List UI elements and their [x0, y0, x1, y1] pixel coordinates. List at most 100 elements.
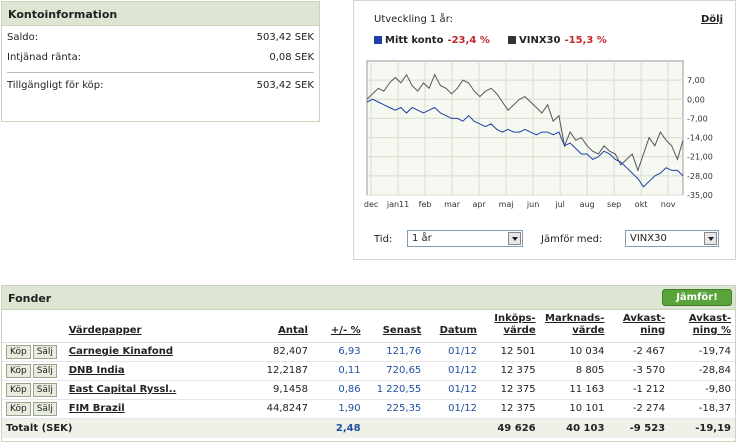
col-pct[interactable]: +/- %	[311, 310, 365, 343]
compare-select-value: VINX30	[630, 233, 667, 244]
cell-avkpct: -19,74	[669, 342, 735, 362]
total-inkop: 49 626	[480, 418, 540, 438]
available-value: 503,42 SEK	[256, 80, 314, 91]
x-tick-label: jun	[526, 200, 539, 209]
y-tick-label: -28,00	[687, 172, 713, 181]
cell-antal: 44,8247	[262, 399, 312, 419]
sell-button[interactable]: Sälj	[32, 363, 57, 378]
col-antal[interactable]: Antal	[262, 310, 312, 343]
cell-pct: 6,93	[311, 342, 365, 362]
buy-button[interactable]: Köp	[6, 382, 31, 397]
sell-button[interactable]: Sälj	[32, 401, 57, 416]
legend-swatch	[508, 36, 516, 44]
fund-name-link[interactable]: East Capital Ryssl..	[68, 384, 177, 395]
cell-marknad: 10 034	[539, 342, 609, 362]
cell-antal: 9,1458	[262, 380, 312, 400]
x-tick-label: maj	[499, 200, 514, 209]
legend-pct: -15,3 %	[564, 35, 607, 46]
row-actions: Köp Sälj	[2, 380, 65, 400]
compare-button[interactable]: Jämför!	[662, 289, 732, 306]
plot-area	[366, 60, 684, 196]
y-tick-label: 0,00	[687, 95, 705, 104]
col-avk[interactable]: Avkast-ning	[608, 310, 670, 343]
compare-select[interactable]: VINX30	[625, 230, 719, 247]
y-tick-label: -14,00	[687, 134, 713, 143]
legend-item-mitt-konto: Mitt konto -23,4 %	[374, 35, 490, 46]
x-tick-label: jan11	[386, 200, 409, 209]
row-actions: Köp Sälj	[2, 399, 65, 419]
cell-datum: 01/12	[425, 361, 481, 381]
legend-item-vinx30: VINX30 -15,3 %	[508, 35, 607, 46]
fund-name-link[interactable]: DNB India	[68, 365, 125, 376]
interest-row: Intjänad ränta: 0,08 SEK	[7, 52, 314, 66]
cell-pct: 1,90	[311, 399, 365, 419]
balance-label: Saldo:	[7, 32, 39, 43]
balance-row: Saldo: 503,42 SEK	[7, 32, 314, 46]
x-tick-label: nov	[661, 200, 676, 209]
cell-inkop: 12 375	[480, 380, 540, 400]
buy-button[interactable]: Köp	[6, 363, 31, 378]
time-select-value: 1 år	[412, 233, 432, 244]
y-tick-label: 7,00	[687, 76, 705, 85]
total-pct: 2,48	[311, 418, 365, 438]
x-tick-label: jul	[554, 200, 565, 209]
total-marknad: 40 103	[539, 418, 609, 438]
hide-chart-link[interactable]: Dölj	[700, 14, 723, 25]
cell-inkop: 12 501	[480, 342, 540, 362]
funds-table: Värdepapper Antal +/- % Senast Datum Ink…	[2, 310, 735, 438]
cell-avkpct: -28,84	[669, 361, 735, 381]
interest-value: 0,08 SEK	[269, 52, 314, 63]
col-senast[interactable]: Senast	[364, 310, 426, 343]
cell-avkpct: -18,37	[669, 399, 735, 419]
cell-inkop: 12 375	[480, 399, 540, 419]
chart-title: Utveckling 1 år:	[374, 14, 453, 25]
col-avkpct[interactable]: Avkast-ning %	[669, 310, 735, 343]
cell-pct: 0,86	[311, 380, 365, 400]
available-label: Tillgängligt för köp:	[7, 80, 104, 91]
cell-avkpct: -9,80	[669, 380, 735, 400]
cell-marknad: 11 163	[539, 380, 609, 400]
cell-avk: -3 570	[608, 361, 670, 381]
total-avk: -9 523	[608, 418, 670, 438]
funds-title: Fonder	[2, 286, 735, 310]
fund-name-link[interactable]: FIM Brazil	[68, 403, 125, 414]
series-line-vinx30	[366, 73, 684, 172]
buy-button[interactable]: Köp	[6, 344, 31, 359]
legend-pct: -23,4 %	[447, 35, 490, 46]
interest-label: Intjänad ränta:	[7, 52, 82, 63]
sell-button[interactable]: Sälj	[32, 344, 57, 359]
fund-name-link[interactable]: Carnegie Kinafond	[68, 346, 174, 357]
cell-avk: -1 212	[608, 380, 670, 400]
time-select[interactable]: 1 år	[407, 230, 523, 247]
time-label: Tid:	[374, 234, 393, 245]
y-tick-label: -21,00	[687, 153, 713, 162]
chevron-down-icon[interactable]	[704, 232, 717, 245]
col-actions	[2, 310, 65, 343]
table-row: Köp Sälj FIM Brazil 44,8247 1,90 225,35 01/12 1…	[2, 399, 735, 419]
total-row: Totalt (SEK) 2,48 49 626 40 103 -9 523 -…	[2, 418, 735, 438]
x-tick-label: aug	[580, 200, 595, 209]
cell-marknad: 10 101	[539, 399, 609, 419]
row-actions: Köp Sälj	[2, 361, 65, 381]
sell-button[interactable]: Sälj	[32, 382, 57, 397]
cell-avk: -2 274	[608, 399, 670, 419]
col-marknad[interactable]: Marknads-värde	[539, 310, 609, 343]
y-tick-label: -7,00	[687, 114, 708, 123]
total-avkpct: -19,19	[669, 418, 735, 438]
col-datum[interactable]: Datum	[425, 310, 481, 343]
cell-senast: 1 220,55	[364, 380, 426, 400]
performance-chart-panel: Utveckling 1 år: Dölj Mitt konto -23,4 % …	[353, 0, 736, 260]
buy-button[interactable]: Köp	[6, 401, 31, 416]
col-inkop[interactable]: Inköps-värde	[480, 310, 540, 343]
cell-datum: 01/12	[425, 380, 481, 400]
available-row: Tillgängligt för köp: 503,42 SEK	[7, 80, 314, 94]
table-row: Köp Sälj DNB India 12,2187 0,11 720,65 01/12 12…	[2, 361, 735, 381]
x-tick-label: feb	[419, 200, 432, 209]
x-tick-label: sep	[607, 200, 621, 209]
chevron-down-icon[interactable]	[508, 232, 521, 245]
cell-inkop: 12 375	[480, 361, 540, 381]
col-security[interactable]: Värdepapper	[64, 310, 263, 343]
cell-datum: 01/12	[425, 342, 481, 362]
cell-antal: 12,2187	[262, 361, 312, 381]
x-tick-label: mar	[444, 200, 461, 209]
